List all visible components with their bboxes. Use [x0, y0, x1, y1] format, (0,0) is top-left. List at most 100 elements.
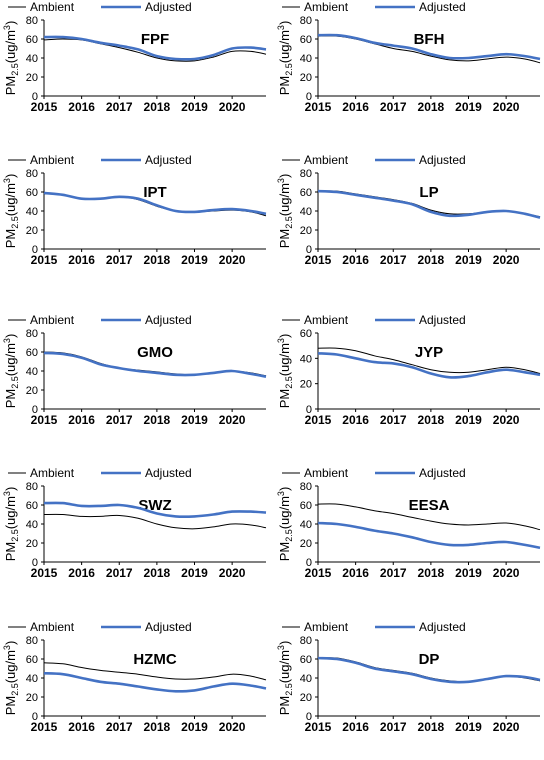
legend: Ambient Adjusted	[282, 620, 466, 634]
y-title-close: )	[3, 641, 18, 645]
y-tick-label: 80	[26, 15, 38, 27]
y-tick-label: 80	[26, 328, 38, 340]
y-title-main: PM	[3, 229, 18, 249]
x-tick-label: 2019	[455, 253, 482, 267]
y-title-close: )	[3, 487, 18, 491]
series-adjusted-line	[317, 521, 541, 550]
y-title-sup: 3	[276, 178, 286, 183]
chart-panel-fpf: Ambient Adjusted 0 20 40 60 80 2015 2016 2017 2018…	[2, 0, 267, 114]
y-title-unit: (ug/m	[3, 343, 18, 376]
x-tick-label: 2017	[106, 413, 133, 427]
y-tick-label: 0	[32, 557, 38, 569]
y-tick-label: 20	[300, 379, 312, 391]
y-title-sub: 2.5	[10, 216, 20, 229]
legend-adjusted-label: Adjusted	[419, 153, 466, 167]
series-adjusted-line	[43, 501, 267, 518]
y-title-sup: 3	[276, 338, 286, 343]
chart-panel-ipt: Ambient Adjusted 0 20 40 60 80 2015 2016 2017 2018…	[2, 153, 267, 267]
y-tick-label: 40	[26, 519, 38, 531]
y-tick-label: 20	[300, 225, 312, 237]
y-title-unit: (ug/m	[277, 343, 292, 376]
y-tick-label: 60	[26, 34, 38, 46]
legend: Ambient Adjusted	[8, 0, 192, 14]
panel-title: EESA	[409, 497, 450, 514]
y-title-sup: 3	[2, 491, 12, 496]
series-adjusted-line	[317, 352, 541, 379]
y-tick-label: 40	[300, 206, 312, 218]
y-title-unit: (ug/m	[3, 496, 18, 529]
y-tick-label: 0	[32, 244, 38, 256]
x-tick-label: 2016	[342, 720, 369, 734]
legend-ambient-label: Ambient	[30, 313, 75, 327]
y-tick-label: 0	[306, 711, 312, 723]
y-axis-title: PM2.5(ug/m3)	[2, 21, 20, 96]
y-tick-label: 60	[300, 34, 312, 46]
y-title-sup: 3	[276, 25, 286, 30]
y-title-sub: 2.5	[10, 529, 20, 542]
y-title-sup: 3	[2, 178, 12, 183]
y-title-main: PM	[3, 76, 18, 96]
x-tick-label: 2017	[106, 100, 133, 114]
y-axis-title: PM2.5(ug/m3)	[276, 334, 294, 409]
panel-title: HZMC	[133, 651, 176, 668]
series-adjusted-line	[43, 351, 267, 378]
x-tick-label: 2016	[68, 413, 95, 427]
y-title-close: )	[3, 21, 18, 25]
chart-panel-swz: Ambient Adjusted 0 20 40 60 80 2015 2016 2017 2018…	[2, 466, 267, 580]
y-tick-label: 20	[300, 538, 312, 550]
x-tick-label: 2020	[219, 100, 246, 114]
x-tick-label: 2019	[181, 413, 208, 427]
y-title-sub: 2.5	[284, 216, 294, 229]
y-tick-label: 80	[300, 168, 312, 180]
x-tick-label: 2018	[144, 720, 171, 734]
chart-panel-dp: Ambient Adjusted 0 20 40 60 80 2015 2016 2017 2018…	[276, 620, 541, 734]
y-tick-label: 20	[26, 385, 38, 397]
x-tick-label: 2018	[418, 253, 445, 267]
y-tick-label: 60	[26, 654, 38, 666]
y-tick-label: 40	[300, 53, 312, 65]
chart-panel-eesa: Ambient Adjusted 0 20 40 60 80 2015 2016 2017 2018…	[276, 466, 541, 580]
x-tick-label: 2015	[31, 253, 58, 267]
x-tick-label: 2019	[455, 413, 482, 427]
y-title-unit: (ug/m	[277, 30, 292, 63]
series-adjusted-line	[43, 191, 267, 216]
legend-adjusted-label: Adjusted	[145, 153, 192, 167]
legend-adjusted-label: Adjusted	[145, 620, 192, 634]
x-tick-label: 2017	[106, 566, 133, 580]
x-tick-label: 2018	[418, 720, 445, 734]
x-tick-label: 2016	[342, 253, 369, 267]
x-tick-label: 2018	[418, 413, 445, 427]
x-tick-label: 2016	[342, 100, 369, 114]
y-title-sup: 3	[2, 338, 12, 343]
y-title-unit: (ug/m	[3, 30, 18, 63]
x-tick-label: 2015	[31, 413, 58, 427]
y-title-sup: 3	[2, 25, 12, 30]
y-title-close: )	[277, 174, 292, 178]
y-tick-label: 0	[306, 404, 312, 416]
y-tick-label: 20	[26, 72, 38, 84]
panel-title: FPF	[141, 31, 169, 48]
y-title-unit: (ug/m	[277, 183, 292, 216]
x-tick-label: 2015	[305, 100, 332, 114]
x-tick-label: 2020	[219, 720, 246, 734]
y-tick-label: 20	[26, 225, 38, 237]
y-tick-label: 0	[306, 244, 312, 256]
panel-title: IPT	[143, 184, 166, 201]
y-tick-label: 80	[26, 481, 38, 493]
y-tick-label: 60	[300, 654, 312, 666]
y-tick-label: 40	[300, 519, 312, 531]
series-ambient-line	[317, 503, 541, 531]
y-title-unit: (ug/m	[277, 650, 292, 683]
y-title-sub: 2.5	[10, 683, 20, 696]
series-ambient-line	[43, 513, 267, 530]
y-tick-label: 40	[300, 353, 312, 365]
x-tick-label: 2016	[68, 100, 95, 114]
panel-title: GMO	[137, 344, 173, 361]
panel-title: LP	[419, 184, 438, 201]
legend: Ambient Adjusted	[282, 0, 466, 14]
y-title-sub: 2.5	[284, 63, 294, 76]
y-tick-label: 60	[300, 328, 312, 340]
legend-adjusted-label: Adjusted	[145, 313, 192, 327]
x-tick-label: 2018	[418, 566, 445, 580]
y-title-main: PM	[277, 76, 292, 96]
